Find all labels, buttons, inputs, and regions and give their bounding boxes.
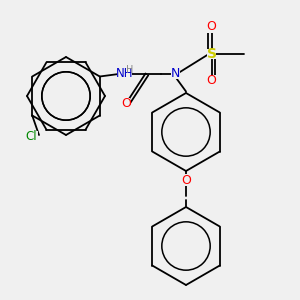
Text: O: O xyxy=(207,20,216,34)
Text: H: H xyxy=(126,65,134,75)
FancyBboxPatch shape xyxy=(25,131,38,142)
Text: Cl: Cl xyxy=(26,130,37,143)
Text: O: O xyxy=(207,74,216,88)
FancyBboxPatch shape xyxy=(119,98,130,109)
FancyBboxPatch shape xyxy=(180,174,192,186)
FancyBboxPatch shape xyxy=(117,68,132,79)
Text: NH: NH xyxy=(116,67,133,80)
FancyBboxPatch shape xyxy=(206,75,217,87)
FancyBboxPatch shape xyxy=(207,49,216,59)
Text: O: O xyxy=(181,173,191,187)
Text: S: S xyxy=(206,47,217,61)
Text: N: N xyxy=(171,67,180,80)
Text: O: O xyxy=(121,97,131,110)
FancyBboxPatch shape xyxy=(206,21,217,33)
FancyBboxPatch shape xyxy=(171,68,180,79)
